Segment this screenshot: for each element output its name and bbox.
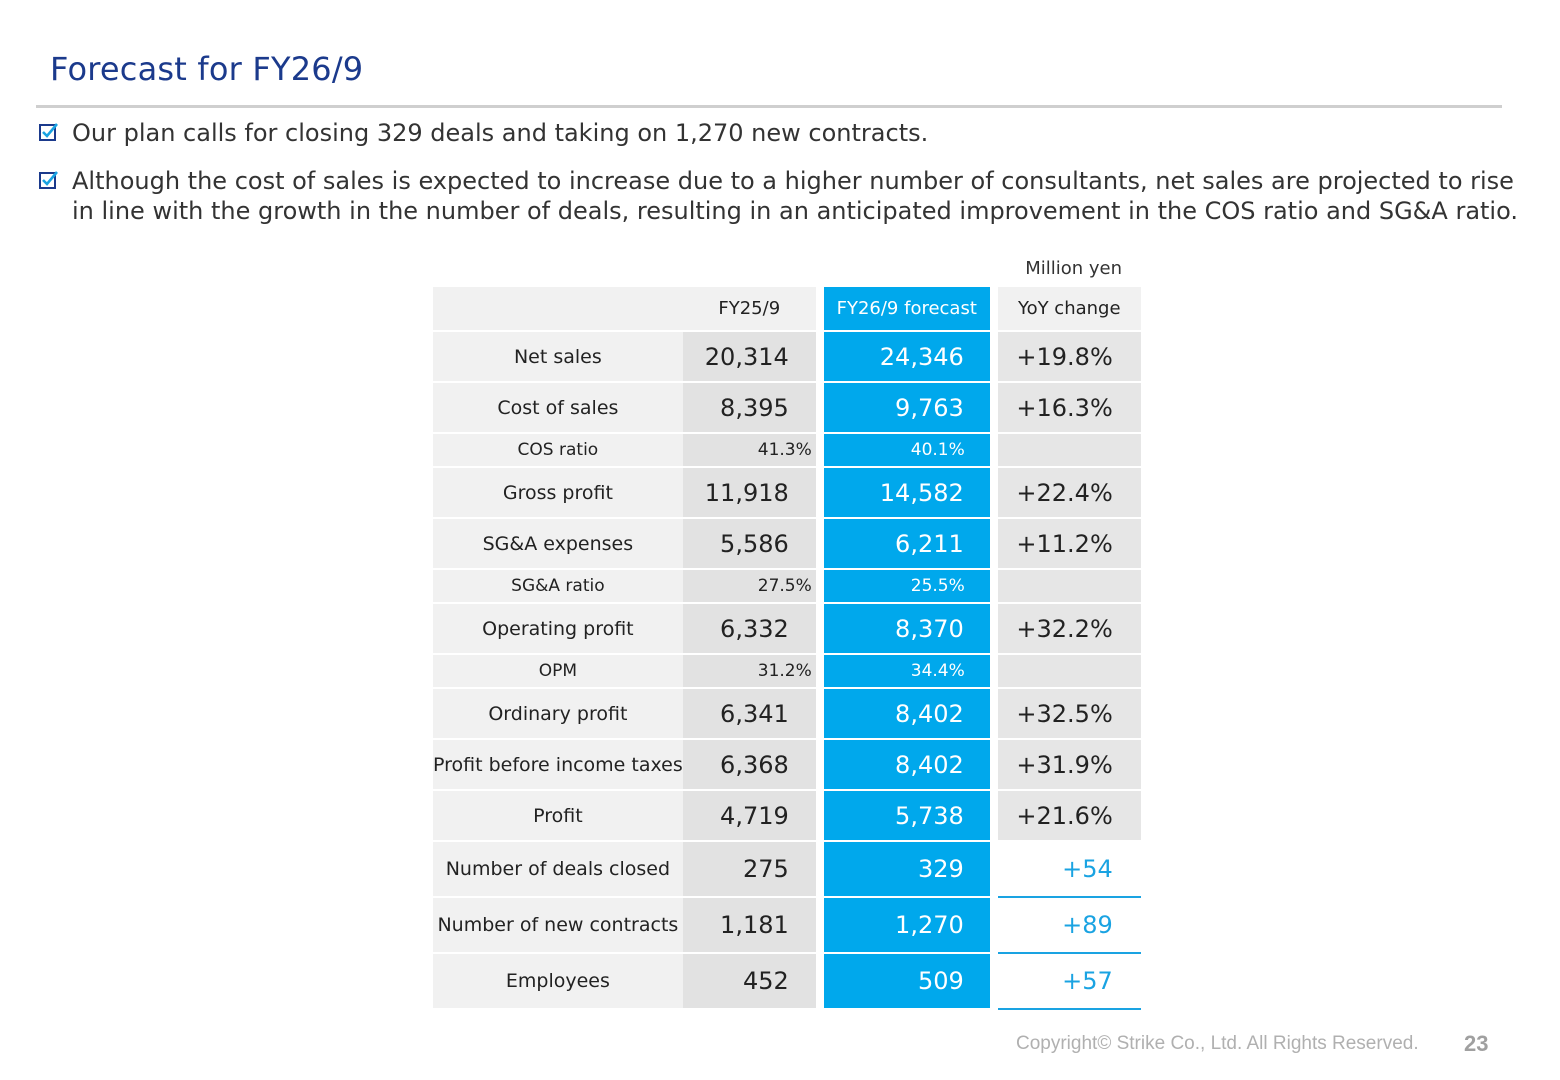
row-prev-value: 31.2%	[682, 655, 816, 689]
row-prev-value: 6,332	[682, 604, 816, 655]
row-forecast-value: 8,402	[823, 689, 990, 740]
row-prev-value: 11,918	[682, 468, 816, 519]
row-forecast-value: 6,211	[823, 519, 990, 570]
row-prev-value: 20,314	[682, 332, 816, 383]
row-label: Operating profit	[433, 604, 683, 655]
row-yoy-value: +16.3%	[997, 383, 1141, 434]
row-yoy-value	[997, 655, 1141, 689]
bullet-text: Although the cost of sales is expected t…	[72, 167, 1518, 225]
row-forecast-value: 9,763	[823, 383, 990, 434]
row-yoy-value: +31.9%	[997, 740, 1141, 791]
row-prev-value: 275	[682, 842, 816, 898]
row-prev-value: 5,586	[682, 519, 816, 570]
row-label: Number of deals closed	[433, 842, 683, 898]
row-forecast-value: 24,346	[823, 332, 990, 383]
row-yoy-value: +32.2%	[997, 604, 1141, 655]
header-forecast: FY26/9 forecast	[823, 287, 990, 332]
table-row: SG&A ratio 27.5% 25.5%	[433, 570, 1141, 604]
checkbox-icon	[38, 118, 72, 150]
bullet-text: Our plan calls for closing 329 deals and…	[72, 119, 929, 147]
table-row: Ordinary profit 6,341 8,402 +32.5%	[433, 689, 1141, 740]
row-forecast-value: 509	[823, 954, 990, 1010]
row-forecast-value: 8,402	[823, 740, 990, 791]
row-label: COS ratio	[433, 434, 683, 468]
bullet-list: Our plan calls for closing 329 deals and…	[38, 118, 1528, 242]
header-prev: FY25/9	[682, 287, 816, 332]
row-prev-value: 8,395	[682, 383, 816, 434]
row-yoy-value: +32.5%	[997, 689, 1141, 740]
checkbox-icon	[38, 166, 72, 198]
table-row: Net sales 20,314 24,346 +19.8%	[433, 332, 1141, 383]
row-yoy-value	[997, 434, 1141, 468]
table-row: Employees 452 509 +57	[433, 954, 1141, 1010]
row-forecast-value: 8,370	[823, 604, 990, 655]
table-row: Operating profit 6,332 8,370 +32.2%	[433, 604, 1141, 655]
header-label	[433, 287, 683, 332]
row-forecast-value: 40.1%	[823, 434, 990, 468]
row-prev-value: 41.3%	[682, 434, 816, 468]
row-yoy-value: +22.4%	[997, 468, 1141, 519]
copyright: Copyright© Strike Co., Ltd. All Rights R…	[1016, 1033, 1419, 1054]
row-yoy-value: +19.8%	[997, 332, 1141, 383]
row-label: OPM	[433, 655, 683, 689]
row-label: SG&A expenses	[433, 519, 683, 570]
table-row: Cost of sales 8,395 9,763 +16.3%	[433, 383, 1141, 434]
row-yoy-value: +89	[997, 898, 1141, 954]
row-forecast-value: 34.4%	[823, 655, 990, 689]
table-row: Profit before income taxes 6,368 8,402 +31.…	[433, 740, 1141, 791]
table-row: OPM 31.2% 34.4%	[433, 655, 1141, 689]
row-prev-value: 6,341	[682, 689, 816, 740]
table-row: SG&A expenses 5,586 6,211 +11.2%	[433, 519, 1141, 570]
title-divider	[36, 105, 1502, 108]
table-row: Profit 4,719 5,738 +21.6%	[433, 791, 1141, 842]
row-forecast-value: 1,270	[823, 898, 990, 954]
row-label: Profit	[433, 791, 683, 842]
row-yoy-value	[997, 570, 1141, 604]
row-label: Ordinary profit	[433, 689, 683, 740]
row-forecast-value: 25.5%	[823, 570, 990, 604]
table-row: COS ratio 41.3% 40.1%	[433, 434, 1141, 468]
row-label: Number of new contracts	[433, 898, 683, 954]
table-row: Number of new contracts 1,181 1,270 +89	[433, 898, 1141, 954]
row-yoy-value: +57	[997, 954, 1141, 1010]
bullet-item: Although the cost of sales is expected t…	[38, 166, 1528, 226]
row-forecast-value: 14,582	[823, 468, 990, 519]
page-number: 23	[1464, 1031, 1489, 1056]
header-yoy: YoY change	[997, 287, 1141, 332]
row-label: Profit before income taxes	[433, 740, 683, 791]
forecast-table: FY25/9 FY26/9 forecast YoY change Net sa…	[433, 287, 1141, 1010]
page-title: Forecast for FY26/9	[50, 50, 364, 88]
row-prev-value: 452	[682, 954, 816, 1010]
row-yoy-value: +11.2%	[997, 519, 1141, 570]
table-row: Number of deals closed 275 329 +54	[433, 842, 1141, 898]
row-prev-value: 27.5%	[682, 570, 816, 604]
row-label: Employees	[433, 954, 683, 1010]
row-prev-value: 6,368	[682, 740, 816, 791]
row-forecast-value: 5,738	[823, 791, 990, 842]
row-label: Cost of sales	[433, 383, 683, 434]
unit-label: Million yen	[1025, 258, 1122, 279]
table-header-row: FY25/9 FY26/9 forecast YoY change	[433, 287, 1141, 332]
row-prev-value: 4,719	[682, 791, 816, 842]
row-forecast-value: 329	[823, 842, 990, 898]
bullet-item: Our plan calls for closing 329 deals and…	[38, 118, 1528, 150]
row-label: SG&A ratio	[433, 570, 683, 604]
row-yoy-value: +54	[997, 842, 1141, 898]
row-yoy-value: +21.6%	[997, 791, 1141, 842]
table-row: Gross profit 11,918 14,582 +22.4%	[433, 468, 1141, 519]
row-prev-value: 1,181	[682, 898, 816, 954]
row-label: Net sales	[433, 332, 683, 383]
row-label: Gross profit	[433, 468, 683, 519]
